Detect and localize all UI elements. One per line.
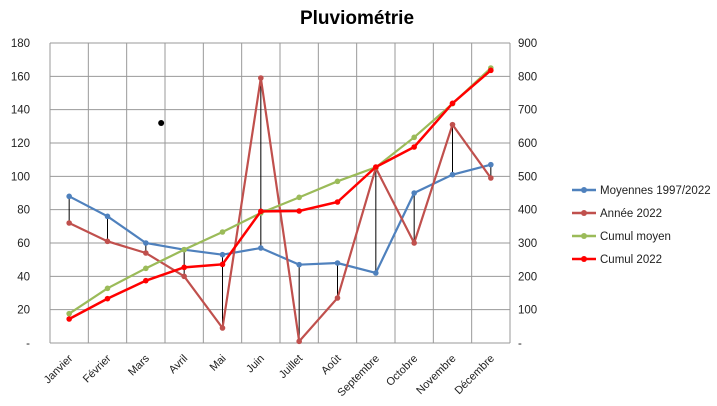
y-left-tick-label: 80 xyxy=(17,205,30,217)
x-tick-label: Mai xyxy=(208,353,229,374)
y-right-tick-label: 700 xyxy=(518,105,537,117)
y-right-tick-label: - xyxy=(518,338,522,350)
data-point xyxy=(104,238,111,245)
data-point xyxy=(219,251,226,258)
data-point xyxy=(411,134,417,141)
data-point xyxy=(104,285,111,292)
x-tick-label: Décembre xyxy=(453,353,497,397)
y-left-tick-label: 180 xyxy=(11,38,30,50)
y-right-tick-label: 300 xyxy=(518,238,537,250)
data-point xyxy=(296,194,302,201)
x-tick-label: Novembre xyxy=(414,353,458,397)
x-tick-label: Avril xyxy=(167,353,190,376)
y-left-tick-label: 20 xyxy=(17,305,30,317)
legend-label: Année 2022 xyxy=(600,208,662,220)
data-point xyxy=(334,295,341,301)
data-point xyxy=(334,260,341,266)
legend-label: Cumul 2022 xyxy=(600,254,662,266)
data-point xyxy=(411,240,417,246)
data-point xyxy=(104,295,111,302)
data-point xyxy=(488,161,494,168)
data-point xyxy=(411,144,417,150)
legend-label: Moyennes 1997/2022 xyxy=(600,185,711,197)
y-right-tick-label: 100 xyxy=(518,305,537,317)
data-point xyxy=(488,175,494,181)
data-point xyxy=(449,171,456,178)
chart-title: Pluviométrie xyxy=(300,8,414,29)
y-left-tick-label: 160 xyxy=(11,71,30,83)
stray-point xyxy=(158,120,165,126)
data-point xyxy=(258,245,264,251)
y-right-tick-label: 900 xyxy=(518,38,537,50)
series-line-0 xyxy=(68,163,492,275)
data-point xyxy=(66,193,72,200)
series-line-1 xyxy=(68,77,492,344)
y-right-tick-label: 800 xyxy=(518,71,537,83)
data-point xyxy=(181,246,187,253)
y-left-tick-label: 100 xyxy=(11,171,30,183)
data-point xyxy=(143,277,149,284)
data-point xyxy=(258,208,264,215)
series-line-3 xyxy=(68,69,492,321)
y-right-tick-label: 500 xyxy=(518,171,537,183)
y-right-tick-label: 400 xyxy=(518,205,537,217)
data-point xyxy=(143,240,149,246)
y-right-tick-label: 600 xyxy=(518,138,537,150)
x-tick-label: Mars xyxy=(126,352,152,378)
data-point xyxy=(296,261,302,268)
data-point xyxy=(334,199,341,205)
data-point xyxy=(219,325,226,331)
data-point xyxy=(181,264,187,271)
data-point xyxy=(373,270,379,276)
data-point xyxy=(449,100,456,107)
x-tick-label: Août xyxy=(319,353,343,377)
data-point xyxy=(258,75,264,81)
x-tick-label: Juillet xyxy=(277,353,305,381)
data-point xyxy=(66,220,72,226)
data-point xyxy=(219,261,226,268)
legend-label: Cumul moyen xyxy=(600,231,671,243)
data-point xyxy=(334,178,341,185)
data-point xyxy=(66,316,72,322)
x-tick-label: Janvier xyxy=(42,352,76,386)
data-point xyxy=(488,67,494,74)
y-left-tick-label: 40 xyxy=(17,271,30,283)
legend-marker xyxy=(581,210,587,216)
x-tick-label: Septembre xyxy=(335,353,382,400)
data-point xyxy=(296,338,302,345)
series-line-2 xyxy=(68,67,492,315)
data-point xyxy=(411,190,417,196)
data-point xyxy=(66,310,72,317)
y-right-tick-label: 200 xyxy=(518,271,537,283)
x-tick-label: Octobre xyxy=(384,353,420,389)
data-point xyxy=(219,229,226,235)
y-left-tick-label: 140 xyxy=(11,105,30,117)
legend-marker xyxy=(581,187,587,193)
data-point xyxy=(373,164,379,170)
x-tick-label: Juin xyxy=(244,353,267,376)
data-point xyxy=(143,265,149,272)
y-left-tick-label: - xyxy=(26,338,30,350)
data-point xyxy=(181,273,187,280)
data-point xyxy=(143,250,149,256)
legend-marker xyxy=(581,233,587,239)
data-point xyxy=(104,213,111,220)
y-left-tick-label: 120 xyxy=(11,138,30,150)
data-point xyxy=(449,121,456,128)
legend-marker xyxy=(581,256,587,262)
data-point xyxy=(296,208,302,214)
x-tick-label: Février xyxy=(81,352,114,385)
y-left-tick-label: 60 xyxy=(17,238,30,250)
